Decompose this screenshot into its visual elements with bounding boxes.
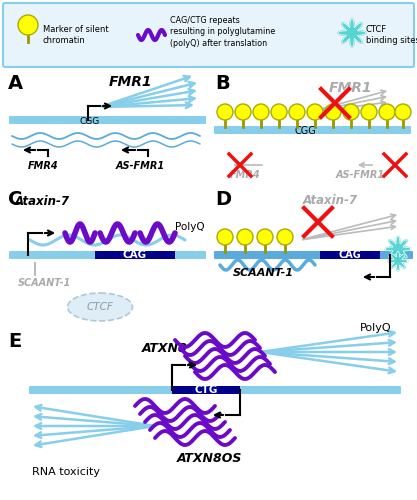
Text: RNA toxicity: RNA toxicity [32, 467, 100, 477]
Text: PolyQ: PolyQ [360, 323, 392, 333]
Circle shape [18, 15, 38, 35]
Bar [172, 386, 240, 394]
Text: Ataxin-7: Ataxin-7 [302, 194, 357, 206]
Text: FMR1: FMR1 [108, 75, 152, 89]
Text: C: C [8, 190, 23, 209]
Circle shape [343, 104, 359, 120]
Text: CTCF: CTCF [87, 302, 113, 312]
FancyBboxPatch shape [9, 251, 206, 259]
Circle shape [237, 229, 253, 245]
Text: ATXN8: ATXN8 [142, 342, 188, 354]
Text: FMR4: FMR4 [28, 161, 58, 171]
Bar [95, 251, 175, 259]
Text: ATXN8OS: ATXN8OS [177, 452, 243, 464]
Circle shape [217, 229, 233, 245]
Text: CAG/CTG repeats
resulting in polyglutamine
(polyQ) after translation: CAG/CTG repeats resulting in polyglutami… [170, 16, 275, 48]
Text: AS-FMR1: AS-FMR1 [335, 170, 384, 180]
FancyBboxPatch shape [9, 116, 206, 124]
FancyBboxPatch shape [3, 3, 414, 67]
Text: PolyQ: PolyQ [175, 222, 205, 232]
Circle shape [325, 104, 341, 120]
Text: CAG: CAG [123, 250, 147, 260]
Text: CTCF
binding sites: CTCF binding sites [366, 24, 417, 46]
Text: CTG: CTG [194, 385, 218, 395]
Circle shape [271, 104, 287, 120]
Circle shape [253, 104, 269, 120]
Circle shape [395, 104, 411, 120]
Text: B: B [215, 74, 230, 93]
Text: CGG: CGG [80, 116, 100, 126]
Text: SCAANT-1: SCAANT-1 [18, 278, 71, 288]
Text: SCAANT-1: SCAANT-1 [233, 268, 294, 278]
Circle shape [379, 104, 395, 120]
Polygon shape [388, 251, 408, 271]
Text: FMR4: FMR4 [230, 170, 260, 180]
Circle shape [217, 104, 233, 120]
Circle shape [277, 229, 293, 245]
Circle shape [289, 104, 305, 120]
Circle shape [307, 104, 323, 120]
Text: CAG: CAG [339, 250, 362, 260]
Bar [320, 251, 380, 259]
Polygon shape [338, 19, 366, 47]
Text: AS-FMR1: AS-FMR1 [116, 161, 165, 171]
Circle shape [257, 229, 273, 245]
Polygon shape [385, 236, 411, 262]
Ellipse shape [68, 293, 133, 321]
Circle shape [361, 104, 377, 120]
FancyBboxPatch shape [29, 386, 401, 394]
Text: CGG: CGG [294, 126, 316, 136]
Text: Marker of silent
chromatin: Marker of silent chromatin [43, 24, 108, 46]
FancyBboxPatch shape [214, 126, 411, 134]
Circle shape [235, 104, 251, 120]
Text: Ataxin-7: Ataxin-7 [15, 195, 70, 208]
Text: A: A [8, 74, 23, 93]
Text: E: E [8, 332, 21, 351]
FancyBboxPatch shape [214, 251, 413, 259]
Text: FMR1: FMR1 [328, 81, 372, 95]
Text: D: D [215, 190, 231, 209]
